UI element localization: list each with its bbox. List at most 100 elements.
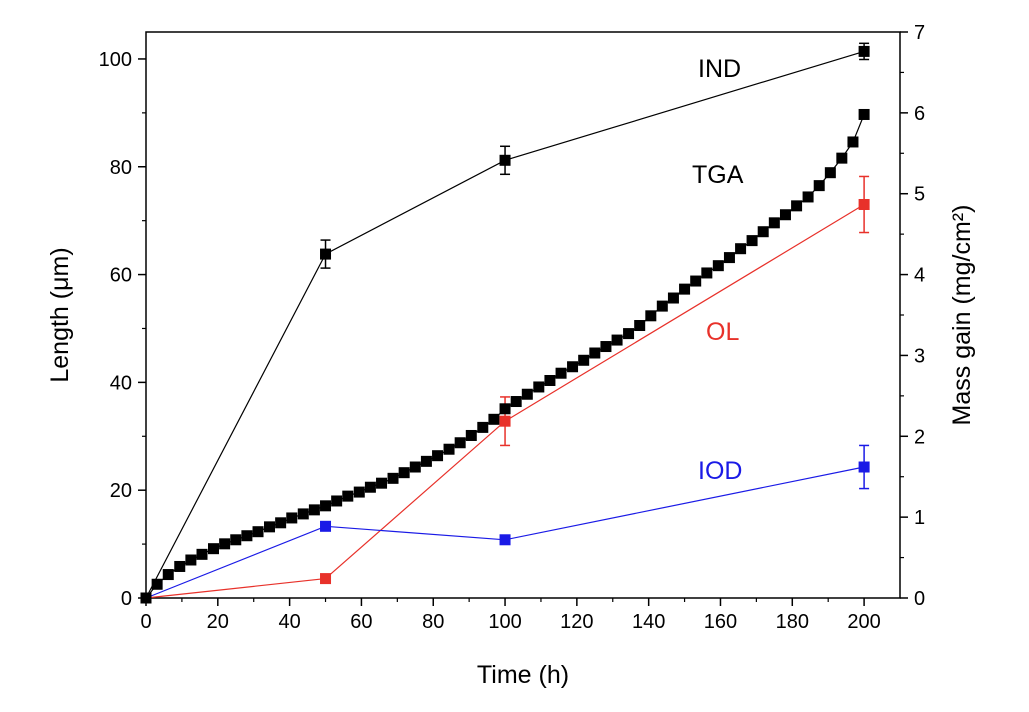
data-point-tga [567,361,579,373]
data-point-tga [286,512,298,524]
right-y-tick-label: 6 [914,103,925,125]
data-point-tga [589,347,601,359]
data-point-tga [297,508,309,520]
data-point-tga [836,152,848,164]
data-point-ol [858,198,870,210]
x-tick-label: 20 [207,611,229,633]
data-point-tga [623,328,635,340]
data-point-tga [757,226,769,238]
right-y-tick-label: 7 [914,22,925,44]
data-point-tga [690,275,702,287]
left-y-tick-label: 100 [99,49,132,71]
data-point-tga [802,191,814,203]
data-point-tga [746,235,758,247]
data-point-tga [264,521,276,533]
data-point-tga [858,108,870,120]
data-point-tga [208,543,220,555]
data-point-tga [196,548,208,560]
data-point-ol [499,415,511,427]
data-point-iod [499,534,511,546]
data-point-tga [634,320,646,332]
data-point-tga [320,500,332,512]
x-tick-label: 140 [632,611,665,633]
data-point-tga [656,300,668,312]
right-y-tick-label: 2 [914,426,925,448]
x-tick-label: 80 [422,611,444,633]
right-y-tick-label: 1 [914,507,925,529]
data-point-tga [275,517,287,529]
data-point-tga [488,413,500,425]
left-y-tick-label: 20 [110,480,132,502]
data-point-tga [331,495,343,507]
data-point-ind [858,45,870,57]
data-point-tga [252,526,264,538]
data-point-tga [735,243,747,255]
series-iod [140,444,870,604]
data-point-tga [712,260,724,272]
data-point-tga [230,534,242,546]
plot-frame [145,31,901,599]
data-point-tga [847,136,859,148]
data-point-tga [723,252,735,264]
data-point-tga [420,455,432,467]
series-line-iod [145,466,865,599]
data-point-tga [454,437,466,449]
data-point-tga [611,334,623,346]
series-label-iod: IOD [698,457,742,485]
left-y-tick-label: 0 [121,588,132,610]
data-point-tga [398,467,410,479]
series-label-tga: TGA [692,161,744,189]
data-point-tga [477,421,489,433]
data-point-tga [443,443,455,455]
x-tick-label: 120 [560,611,593,633]
series-layer [140,42,870,604]
data-point-tga [342,490,354,502]
series-label-ol: OL [706,318,739,346]
right-y-tick-label: 0 [914,588,925,610]
data-point-ind [320,248,332,260]
data-point-tga [219,538,231,550]
data-point-tga [465,429,477,441]
left-y-tick-label: 60 [110,265,132,287]
x-tick-label: 0 [140,611,151,633]
series-label-layer: IND OL IOD TGA [692,55,744,485]
right-y-tick-label: 5 [914,184,925,206]
right-y-tick-label: 3 [914,345,925,367]
left-y-tick-label: 40 [110,372,132,394]
x-tick-label: 100 [488,611,521,633]
data-point-tga [499,403,511,415]
data-point-tga [162,569,174,581]
data-point-ol [320,573,332,585]
series-line-ol [145,203,865,599]
data-point-tga [185,554,197,566]
series-tga [140,108,870,604]
data-point-tga [140,592,152,604]
left-y-axis-ticks: 0 20 40 60 80 100 [99,49,146,610]
data-point-tga [241,530,253,542]
x-axis-ticks: 0 20 40 60 80 100 120 140 160 180 200 [140,598,881,633]
data-point-iod [858,461,870,473]
data-point-tga [308,504,320,516]
series-ind [140,42,870,604]
x-axis-title: Time (h) [477,661,569,689]
x-tick-label: 60 [350,611,372,633]
data-point-tga [679,283,691,295]
data-point-tga [521,388,533,400]
left-y-axis-title: Length (μm) [46,247,74,382]
data-point-tga [600,341,612,353]
data-point-tga [510,396,522,408]
right-y-axis-title: Mass gain (mg/cm²) [948,205,976,426]
data-point-tga [555,367,567,379]
data-point-tga [791,200,803,212]
left-y-tick-label: 80 [110,157,132,179]
x-tick-label: 180 [776,611,809,633]
x-tick-label: 40 [278,611,300,633]
data-point-tga [544,374,556,386]
data-point-tga [768,217,780,229]
right-y-axis-ticks: 0 1 2 3 4 5 6 7 [900,22,925,610]
data-point-tga [353,486,365,498]
data-point-tga [667,292,679,304]
data-point-tga [645,310,657,322]
data-point-tga [174,560,186,572]
